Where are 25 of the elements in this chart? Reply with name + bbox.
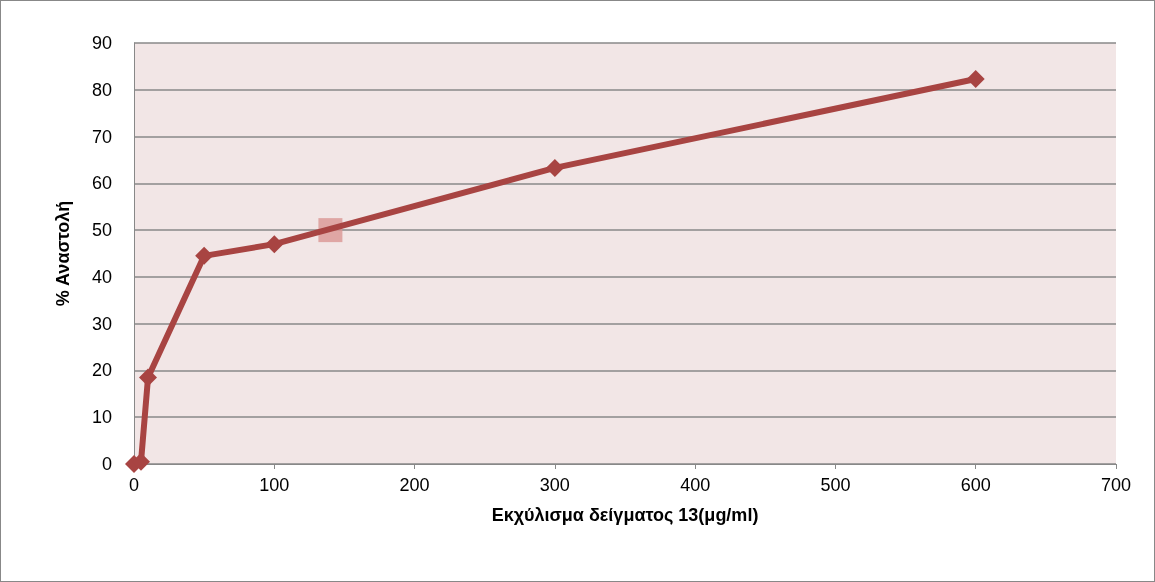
x-axis-title: Εκχύλισμα δείγματος 13(μg/ml) bbox=[491, 505, 759, 525]
y-tick-label: 90 bbox=[91, 33, 112, 53]
y-tick-label: 40 bbox=[91, 266, 112, 287]
x-tick-label: 500 bbox=[820, 475, 851, 495]
x-tick-label: 0 bbox=[128, 475, 140, 495]
x-tick-label: 200 bbox=[399, 475, 430, 495]
y-tick-label: 60 bbox=[91, 173, 112, 194]
y-tick-label: 10 bbox=[91, 407, 112, 428]
point bbox=[545, 158, 564, 177]
y-tick-label: 0 bbox=[101, 454, 112, 474]
y-tick-label: 70 bbox=[91, 126, 112, 147]
point bbox=[139, 368, 158, 387]
point bbox=[265, 235, 284, 254]
y-tick-label: 20 bbox=[91, 360, 112, 381]
x-tick-label: 100 bbox=[259, 475, 290, 495]
y-tick-label: 50 bbox=[91, 220, 112, 241]
x-tick-label: 700 bbox=[1100, 475, 1132, 495]
y-axis-title: % Αναστολή bbox=[53, 200, 73, 307]
x-tick-label: 600 bbox=[960, 475, 991, 495]
y-tick-label: 80 bbox=[91, 79, 112, 100]
y-tick-label: 30 bbox=[91, 313, 112, 334]
x-tick-label: 400 bbox=[680, 475, 711, 495]
x-tick-label: 300 bbox=[539, 475, 570, 495]
point bbox=[195, 246, 214, 265]
point bbox=[966, 70, 985, 89]
